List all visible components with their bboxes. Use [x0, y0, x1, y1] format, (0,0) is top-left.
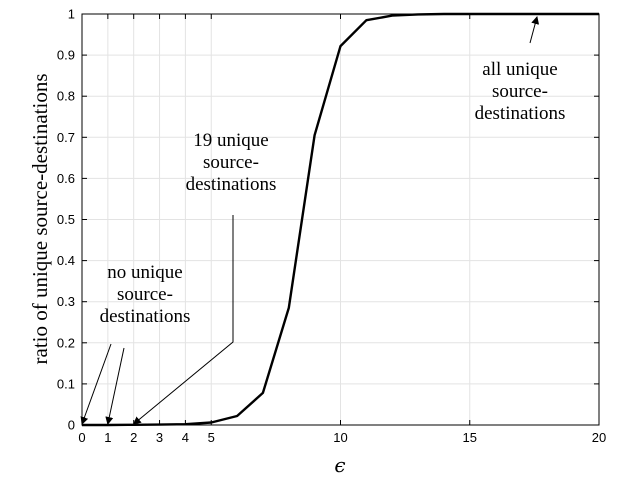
- y-tick-label: 0.8: [57, 89, 75, 104]
- series: [82, 12, 599, 427]
- y-tick-label: 0: [68, 418, 75, 433]
- annotation-text: 19 unique: [193, 130, 268, 151]
- annotation-text: source-: [492, 81, 548, 102]
- x-tick-label: 3: [156, 430, 163, 445]
- annotation-text: source-: [117, 284, 173, 305]
- annotation-text: destinations: [475, 103, 566, 124]
- y-tick-label: 0.2: [57, 335, 75, 350]
- series-line: [82, 12, 599, 427]
- y-tick-label: 0.4: [57, 253, 75, 268]
- annotation-text: all unique: [482, 59, 557, 80]
- y-tick-label: 0.7: [57, 130, 75, 145]
- x-tick-label: 5: [208, 430, 215, 445]
- y-tick-label: 0.1: [57, 376, 75, 391]
- grid: [81, 13, 600, 426]
- y-tick-label: 1: [68, 7, 75, 22]
- x-tick-label: 15: [463, 430, 477, 445]
- x-tick-label: 20: [592, 430, 606, 445]
- annotation-text: no unique: [107, 262, 182, 283]
- annotation-text: source-: [203, 152, 259, 173]
- y-tick-label: 0.3: [57, 294, 75, 309]
- y-tick-label: 0.9: [57, 48, 75, 63]
- y-tick-label: 0.6: [57, 171, 75, 186]
- y-axis-label: ratio of unique source-destinations: [28, 73, 52, 364]
- annotation-arrow: [132, 215, 234, 425]
- x-tick-label: 2: [130, 430, 137, 445]
- annotation-arrow: [80, 343, 112, 425]
- y-tick-label: 0.5: [57, 212, 75, 227]
- x-tick-label: 4: [182, 430, 189, 445]
- x-tick-label: 1: [104, 430, 111, 445]
- axis-ticks: 0 1 2 3 4 5 10 15 20 0 0.1 0.2 0.3 0.4 0.5 0.6 0.7 0.8 0.9…: [57, 7, 606, 446]
- x-axis-label: ϵ: [334, 453, 345, 477]
- x-tick-label: 10: [333, 430, 347, 445]
- annotation-arrow: [105, 347, 125, 425]
- annotation-text: destinations: [100, 306, 191, 327]
- x-tick-label: 0: [78, 430, 85, 445]
- annotation-arrow: [529, 16, 540, 44]
- annotation-text: destinations: [186, 174, 277, 195]
